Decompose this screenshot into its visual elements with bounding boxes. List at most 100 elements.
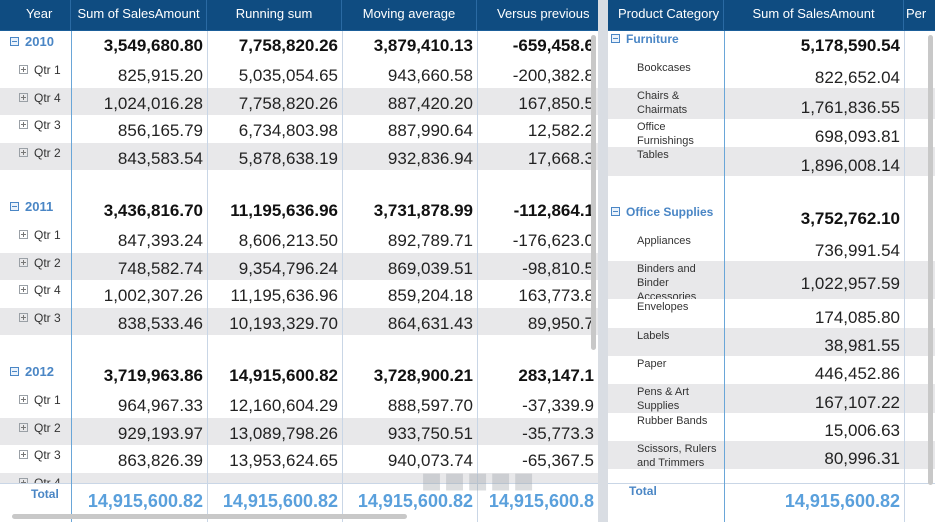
- subcategory-row: Office Furnishings 698,093.81: [608, 119, 935, 147]
- subcategory-row: Paper 446,452.86: [608, 356, 935, 384]
- expand-icon[interactable]: [19, 257, 28, 267]
- grand-total-value: 14,915,600.82: [784, 491, 900, 511]
- expand-icon[interactable]: [19, 120, 28, 130]
- right-matrix-header: Product Category Sum of SalesAmount Per: [608, 0, 935, 31]
- quarter-row-header[interactable]: Qtr 3: [19, 308, 71, 336]
- quarter-row-header[interactable]: Qtr 3: [19, 445, 71, 473]
- year-row-header[interactable]: 2010: [10, 31, 70, 60]
- year-total-value: 3,731,878.99: [373, 201, 473, 220]
- expand-icon[interactable]: [19, 312, 28, 322]
- column-header-percent[interactable]: Per: [906, 6, 927, 21]
- column-header-year[interactable]: Year: [8, 0, 71, 30]
- subcategory-label[interactable]: Appliances: [637, 235, 691, 247]
- column-header-running-sum[interactable]: Running sum: [207, 0, 342, 30]
- subcategory-value: 80,996.31: [824, 449, 900, 468]
- subcategory-value: 446,452.86: [814, 364, 900, 383]
- year-row-header[interactable]: 2011: [10, 196, 70, 225]
- column-header-sum-salesamount[interactable]: Sum of SalesAmount: [724, 0, 904, 30]
- quarter-row: Qtr 2 748,582.74 9,354,796.24 869,039.51 -98…: [0, 252, 598, 281]
- column-header-moving-average[interactable]: Moving average: [342, 0, 477, 30]
- subcategory-row: Labels 38,981.55: [608, 328, 935, 356]
- subcategory-label[interactable]: Envelopes: [637, 301, 689, 313]
- quarter-value: -200,382.8: [512, 66, 594, 85]
- quarter-row-header[interactable]: Qtr 2: [19, 143, 71, 171]
- subcategory-label[interactable]: Pens & Art Supplies: [637, 386, 689, 412]
- quarter-value: -176,623.0: [512, 231, 594, 250]
- quarter-row: Qtr 2 929,193.97 13,089,798.26 933,750.51 -3…: [0, 417, 598, 446]
- quarter-label: Qtr 3: [34, 448, 61, 462]
- subcategory-label[interactable]: Labels: [637, 330, 670, 342]
- collapse-icon[interactable]: [611, 34, 620, 44]
- left-matrix-body: 2010 3,549,680.80 7,758,820.26 3,879,410.13…: [0, 31, 598, 522]
- category-row-header[interactable]: Office Supplies: [611, 204, 724, 233]
- year-total-row: 2012 3,719,963.86 14,915,600.82 3,728,900.2…: [0, 361, 598, 390]
- subcategory-row: Tables 1,896,008.14: [608, 147, 935, 176]
- subcategory-row: Envelopes 174,085.80: [608, 299, 935, 328]
- subcategory-label[interactable]: Scissors, Rulers and Trimmers: [637, 443, 717, 469]
- left-vertical-scrollbar[interactable]: [591, 35, 596, 350]
- column-header-versus-previous[interactable]: Versus previous: [497, 6, 590, 21]
- subcategory-label[interactable]: Paper: [637, 358, 667, 370]
- category-total-value: 3,752,762.10: [800, 209, 900, 228]
- subcategory-row: Scissors, Rulers and Trimmers 80,996.31: [608, 441, 935, 469]
- subcategory-label[interactable]: Chairs & Chairmats: [637, 90, 688, 116]
- quarter-label: Qtr 1: [34, 393, 61, 407]
- expand-icon[interactable]: [19, 395, 28, 405]
- left-matrix-header: Year Sum of SalesAmount Running sum Movi…: [0, 0, 598, 31]
- year-total-row: 2010 3,549,680.80 7,758,820.26 3,879,410.13…: [0, 31, 598, 60]
- column-header-product-category[interactable]: Product Category: [608, 0, 724, 30]
- quarter-row-header[interactable]: Qtr 1: [19, 225, 71, 253]
- year-total-value: 3,436,816.70: [103, 201, 203, 220]
- quarter-row-header[interactable]: Qtr 3: [19, 115, 71, 143]
- quarter-row-header[interactable]: Qtr 4: [19, 280, 71, 308]
- expand-icon[interactable]: [19, 422, 28, 432]
- subcategory-label[interactable]: Rubber Bands: [637, 415, 708, 427]
- quarter-value: 869,039.51: [387, 258, 473, 278]
- subcategory-value: 1,022,957.59: [800, 274, 900, 293]
- quarter-value: 163,773.8: [518, 286, 594, 305]
- expand-icon[interactable]: [19, 285, 28, 295]
- year-total-value: 3,549,680.80: [103, 36, 203, 55]
- expand-icon[interactable]: [19, 450, 28, 460]
- quarter-value: 13,953,624.65: [229, 451, 338, 470]
- year-row-header[interactable]: 2012: [10, 361, 70, 390]
- quarter-row-header[interactable]: Qtr 1: [19, 60, 71, 88]
- quarter-row: Qtr 3 863,826.39 13,953,624.65 940,073.74 -6…: [0, 445, 598, 473]
- category-row-header[interactable]: Furniture: [611, 31, 724, 60]
- column-header-sum-salesamount[interactable]: Sum of SalesAmount: [71, 0, 207, 30]
- grand-total-value: 14,915,600.82: [87, 491, 203, 511]
- subcategory-label[interactable]: Bookcases: [637, 62, 691, 74]
- quarter-row-header[interactable]: Qtr 1: [19, 390, 71, 418]
- subcategory-label[interactable]: Binders and Binder Accessories: [637, 263, 697, 299]
- quarter-row: Qtr 1 825,915.20 5,035,054.65 943,660.58 -20…: [0, 60, 598, 88]
- grand-total-label: Total: [629, 484, 657, 498]
- expand-icon[interactable]: [19, 230, 28, 240]
- collapse-icon[interactable]: [10, 202, 19, 212]
- year-total-value: 7,758,820.26: [238, 36, 338, 55]
- collapse-icon[interactable]: [10, 367, 19, 377]
- expand-icon[interactable]: [19, 92, 28, 102]
- right-matrix-body: Furniture 5,178,590.54 Bookcases 822,652.04…: [608, 31, 935, 522]
- collapse-icon[interactable]: [611, 207, 620, 217]
- quarter-row: Qtr 4 1,002,307.26 11,195,636.96 859,204.18…: [0, 280, 598, 308]
- quarter-row-header[interactable]: Qtr 2: [19, 253, 71, 281]
- row-header-divider: [724, 31, 725, 522]
- category-total-row: Office Supplies 3,752,762.10: [608, 204, 935, 233]
- subcategory-label[interactable]: Office Furnishings: [637, 121, 694, 147]
- quarter-row-header[interactable]: Qtr 4: [19, 88, 71, 116]
- quarter-value: 10,193,329.70: [229, 313, 338, 333]
- year-label: 2011: [25, 199, 54, 214]
- subcategory-value: 38,981.55: [824, 336, 900, 355]
- quarter-label: Qtr 3: [34, 310, 61, 325]
- collapse-icon[interactable]: [10, 37, 19, 47]
- subcategory-value: 1,896,008.14: [800, 156, 900, 175]
- subcategory-label[interactable]: Tables: [637, 149, 669, 161]
- right-vertical-scrollbar[interactable]: [928, 35, 933, 485]
- left-horizontal-scrollbar[interactable]: [12, 514, 407, 519]
- row-header-divider: [71, 31, 72, 522]
- quarter-value: 856,165.79: [117, 121, 203, 140]
- quarter-value: 887,420.20: [387, 93, 473, 113]
- quarter-row-header[interactable]: Qtr 2: [19, 418, 71, 446]
- expand-icon[interactable]: [19, 147, 28, 157]
- expand-icon[interactable]: [19, 65, 28, 75]
